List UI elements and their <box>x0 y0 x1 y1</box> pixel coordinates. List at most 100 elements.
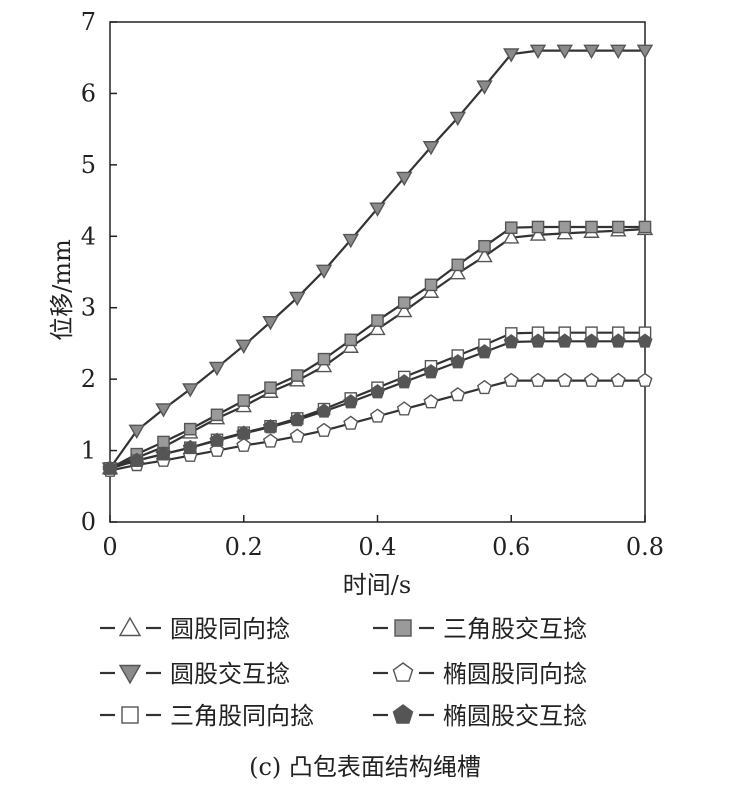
data-point <box>449 265 466 280</box>
data-point <box>530 333 546 348</box>
data-point <box>342 233 359 249</box>
data-point <box>210 408 224 422</box>
data-point <box>610 372 626 387</box>
data-point <box>423 364 439 379</box>
data-point <box>557 372 573 387</box>
data-point <box>637 333 653 348</box>
x-tick-label: 0.2 <box>225 533 263 561</box>
data-point <box>316 403 332 418</box>
legend-label: 圆股交互捻 <box>170 660 290 688</box>
data-point <box>369 320 386 336</box>
data-point <box>610 333 626 348</box>
data-point <box>262 316 279 331</box>
data-point <box>476 344 493 359</box>
series-triangle-up <box>101 220 654 475</box>
data-point <box>344 333 358 347</box>
data-point <box>638 220 652 234</box>
data-point <box>369 384 386 399</box>
y-tick-label: 2 <box>81 365 96 393</box>
data-point <box>583 333 600 348</box>
data-point <box>315 264 333 279</box>
data-point <box>290 369 304 382</box>
legend-marker <box>118 664 142 685</box>
data-point <box>343 394 359 409</box>
x-tick-label: 0.6 <box>492 533 530 561</box>
legend-label: 椭圆股同向捻 <box>443 660 587 688</box>
data-point <box>504 221 518 235</box>
data-point <box>583 44 600 59</box>
data-point <box>155 446 172 461</box>
data-point <box>208 361 226 377</box>
legend-item: 圆股交互捻 <box>100 660 290 688</box>
data-point <box>369 202 386 217</box>
data-point <box>610 44 627 59</box>
y-tick-label: 1 <box>81 437 96 465</box>
data-point <box>558 220 572 234</box>
data-point <box>397 296 411 310</box>
series-triangle-down <box>101 44 654 477</box>
data-point <box>157 435 170 449</box>
data-point <box>262 433 279 448</box>
legend-item: 椭圆股交互捻 <box>373 702 587 730</box>
x-axis-label: 时间/s <box>343 571 411 599</box>
legend-marker <box>392 704 414 724</box>
figure-caption: (c) 凸包表面结构绳槽 <box>249 753 481 781</box>
data-point <box>476 247 493 263</box>
data-point <box>530 372 546 387</box>
data-point <box>476 379 493 395</box>
data-point <box>396 302 413 318</box>
ticks-layer: 0 1 2 3 4 5 6 7 0 0.2 0.4 0.6 0.8 <box>81 8 664 561</box>
data-point <box>529 44 547 59</box>
legend-marker <box>118 616 142 637</box>
series-pentagon <box>102 333 653 475</box>
legend-marker <box>121 706 139 724</box>
data-point <box>289 412 305 427</box>
y-tick-label: 6 <box>81 79 96 107</box>
data-point <box>449 111 466 127</box>
data-point <box>503 372 519 387</box>
data-point <box>182 383 199 398</box>
data-point <box>478 239 491 253</box>
data-point <box>583 372 600 387</box>
data-point <box>128 424 145 439</box>
data-point <box>102 460 118 475</box>
data-point <box>289 291 306 307</box>
data-point <box>637 372 653 387</box>
data-point <box>503 229 520 244</box>
x-tick-label: 0.4 <box>358 533 396 561</box>
series-pentagon <box>102 372 653 477</box>
data-point <box>129 452 145 467</box>
series-square <box>103 220 652 475</box>
legend-marker <box>394 619 412 637</box>
data-point <box>155 403 172 418</box>
data-point <box>423 394 439 409</box>
series-layer <box>101 44 654 477</box>
data-point <box>531 220 545 234</box>
x-tick-label: 0.8 <box>626 533 664 561</box>
data-point <box>209 432 225 447</box>
data-point <box>317 352 331 366</box>
data-point <box>183 422 197 436</box>
data-point <box>451 258 465 272</box>
legend-marker <box>392 662 414 682</box>
legend-label: 三角股同向捻 <box>170 702 314 730</box>
data-point <box>236 425 252 440</box>
data-point <box>476 80 493 95</box>
legend-item: 圆股同向捻 <box>100 615 290 643</box>
data-point <box>289 428 305 443</box>
data-point <box>396 374 412 389</box>
legend-label: 三角股交互捻 <box>443 615 587 643</box>
data-point <box>235 339 252 354</box>
data-point <box>316 422 332 437</box>
data-point <box>237 394 251 407</box>
data-point <box>262 419 279 434</box>
y-axis-label: 位移/mm <box>48 239 76 341</box>
y-tick-label: 4 <box>81 222 96 250</box>
data-point <box>343 415 359 430</box>
data-point <box>264 381 277 395</box>
y-tick-label: 7 <box>81 8 96 36</box>
data-point <box>585 220 598 234</box>
data-point <box>396 401 412 416</box>
data-point <box>450 354 466 369</box>
